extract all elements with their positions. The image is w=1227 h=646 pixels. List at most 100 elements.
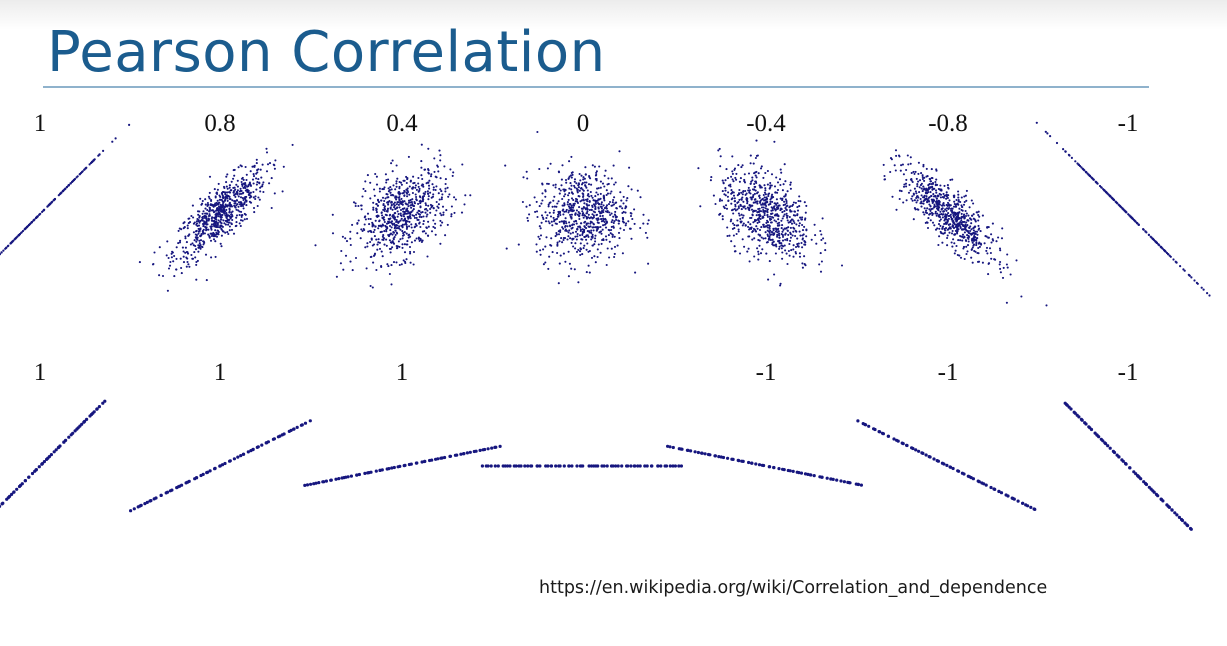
data-point	[378, 190, 381, 193]
data-point	[563, 195, 566, 198]
data-point	[759, 217, 762, 221]
data-point	[599, 230, 603, 233]
data-point	[197, 213, 200, 216]
data-point	[195, 240, 198, 243]
data-point	[646, 222, 649, 225]
data-point	[1144, 482, 1149, 487]
data-point	[374, 219, 377, 222]
data-point	[900, 190, 903, 193]
data-point	[182, 255, 185, 258]
data-point	[703, 452, 707, 456]
data-point	[76, 175, 79, 178]
data-point	[439, 188, 442, 191]
data-point	[237, 166, 240, 169]
data-point	[741, 193, 744, 196]
data-point	[936, 459, 941, 463]
data-point	[392, 214, 395, 217]
data-point	[410, 223, 413, 226]
data-point	[192, 222, 195, 225]
data-point	[395, 203, 398, 206]
data-point	[341, 235, 344, 238]
data-point	[798, 230, 801, 233]
data-point	[974, 230, 977, 233]
data-point	[384, 224, 387, 227]
data-point	[584, 173, 587, 176]
data-point	[217, 207, 221, 210]
data-point	[574, 247, 577, 250]
data-point	[190, 253, 193, 257]
data-point	[225, 181, 228, 184]
data-point	[369, 284, 372, 288]
data-point	[390, 466, 394, 470]
data-point	[752, 227, 755, 230]
data-point	[228, 201, 231, 204]
data-point	[381, 196, 385, 199]
data-point	[948, 206, 951, 210]
data-point	[769, 200, 772, 203]
data-point	[921, 174, 924, 177]
data-point	[573, 184, 576, 187]
data-point	[756, 218, 759, 221]
data-point	[601, 214, 604, 217]
data-point	[967, 237, 970, 240]
data-point	[27, 475, 31, 479]
data-point	[605, 204, 609, 207]
data-point	[0, 251, 3, 254]
data-point	[758, 220, 761, 224]
data-point	[570, 176, 573, 179]
data-point	[566, 238, 569, 241]
data-point	[273, 192, 276, 195]
data-point	[819, 270, 823, 273]
data-point	[401, 237, 404, 240]
data-point	[439, 177, 442, 180]
data-point	[964, 194, 967, 197]
data-point	[899, 169, 902, 172]
data-point	[226, 195, 229, 198]
data-point	[929, 180, 932, 183]
data-point	[194, 256, 197, 259]
data-point	[273, 164, 276, 167]
data-point	[412, 208, 415, 211]
data-point	[403, 210, 406, 214]
data-point	[611, 464, 615, 468]
data-point	[757, 210, 760, 214]
data-point	[745, 192, 748, 195]
data-point	[379, 231, 382, 234]
data-point	[255, 162, 258, 165]
data-point	[574, 219, 577, 222]
data-point	[584, 220, 587, 223]
data-point	[401, 207, 404, 210]
data-point	[766, 224, 769, 227]
data-point	[229, 217, 232, 220]
data-point	[779, 207, 783, 210]
data-point	[421, 196, 425, 199]
data-point	[931, 186, 934, 189]
data-point	[381, 216, 384, 219]
data-point	[999, 271, 1002, 274]
data-point	[591, 244, 594, 247]
data-point	[208, 236, 211, 239]
data-point	[909, 189, 912, 192]
data-point	[194, 244, 197, 248]
data-point	[747, 221, 750, 224]
data-point	[256, 204, 259, 208]
data-point	[420, 174, 423, 177]
data-point	[232, 177, 235, 180]
data-point	[359, 237, 362, 240]
data-point	[569, 237, 572, 240]
data-point	[219, 203, 222, 206]
data-point	[1117, 203, 1120, 206]
data-point	[249, 194, 252, 197]
data-point	[753, 185, 756, 188]
data-point	[970, 248, 973, 251]
data-point	[931, 181, 935, 185]
data-point	[1119, 205, 1122, 208]
data-point	[129, 509, 133, 513]
data-point	[608, 240, 611, 243]
data-point	[387, 221, 390, 224]
data-point	[719, 165, 722, 168]
data-point	[498, 444, 502, 448]
data-point	[969, 232, 972, 235]
data-point	[936, 212, 939, 215]
data-point	[956, 219, 959, 222]
